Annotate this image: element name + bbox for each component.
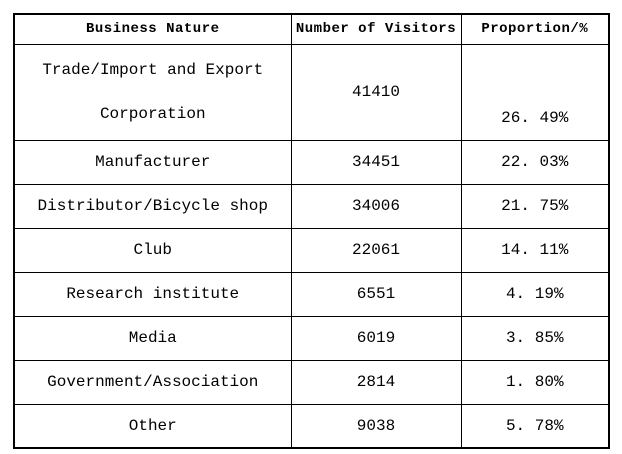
visitors-cell: 9038 xyxy=(290,403,462,449)
business-nature-label: Trade/Import and Export Corporation xyxy=(15,48,290,136)
visitors-cell: 6019 xyxy=(290,315,462,361)
visitors-cell: 6551 xyxy=(290,271,462,317)
visitors-cell: 34006 xyxy=(290,183,462,229)
proportion-cell: 5. 78% xyxy=(460,403,610,449)
col-header-business-nature: Business Nature xyxy=(13,13,292,45)
business-nature-cell: Distributor/Bicycle shop xyxy=(13,183,292,229)
business-nature-cell: Research institute xyxy=(13,271,292,317)
table-row-research-institute: Research institute 6551 4. 19% xyxy=(13,271,610,317)
proportion-cell: 1. 80% xyxy=(460,359,610,405)
table-row-distributor-bicycle-shop: Distributor/Bicycle shop 34006 21. 75% xyxy=(13,183,610,229)
col-header-proportion: Proportion/% xyxy=(460,13,610,45)
business-nature-cell: Government/Association xyxy=(13,359,292,405)
visitors-cell: 41410 xyxy=(290,43,462,141)
proportion-cell: 14. 11% xyxy=(460,227,610,273)
table-row-club: Club 22061 14. 11% xyxy=(13,227,610,273)
business-nature-line1: Trade/Import and Export xyxy=(42,61,264,79)
table-header: Business Nature Number of Visitors Propo… xyxy=(13,13,610,45)
business-nature-cell: Other xyxy=(13,403,292,449)
business-nature-line2: Corporation xyxy=(99,105,206,123)
table-row-trade-import-export: Trade/Import and Export Corporation 4141… xyxy=(13,43,610,141)
business-nature-cell: Trade/Import and Export Corporation xyxy=(13,43,292,141)
business-nature-cell: Media xyxy=(13,315,292,361)
visitors-cell: 2814 xyxy=(290,359,462,405)
table-row-other: Other 9038 5. 78% xyxy=(13,403,610,449)
proportion-cell: 22. 03% xyxy=(460,139,610,185)
table-row-manufacturer: Manufacturer 34451 22. 03% xyxy=(13,139,610,185)
proportion-cell: 21. 75% xyxy=(460,183,610,229)
col-header-number-of-visitors: Number of Visitors xyxy=(290,13,462,45)
header-row: Business Nature Number of Visitors Propo… xyxy=(13,13,610,45)
visitors-cell: 22061 xyxy=(290,227,462,273)
table-row-media: Media 6019 3. 85% xyxy=(13,315,610,361)
table-row-government-association: Government/Association 2814 1. 80% xyxy=(13,359,610,405)
proportion-cell: 26. 49% xyxy=(460,43,610,141)
visitors-cell: 34451 xyxy=(290,139,462,185)
proportion-cell: 3. 85% xyxy=(460,315,610,361)
business-nature-cell: Club xyxy=(13,227,292,273)
table-body: Trade/Import and Export Corporation 4141… xyxy=(13,43,610,449)
visitors-by-business-nature-table: Business Nature Number of Visitors Propo… xyxy=(13,13,610,449)
proportion-cell: 4. 19% xyxy=(460,271,610,317)
business-nature-cell: Manufacturer xyxy=(13,139,292,185)
